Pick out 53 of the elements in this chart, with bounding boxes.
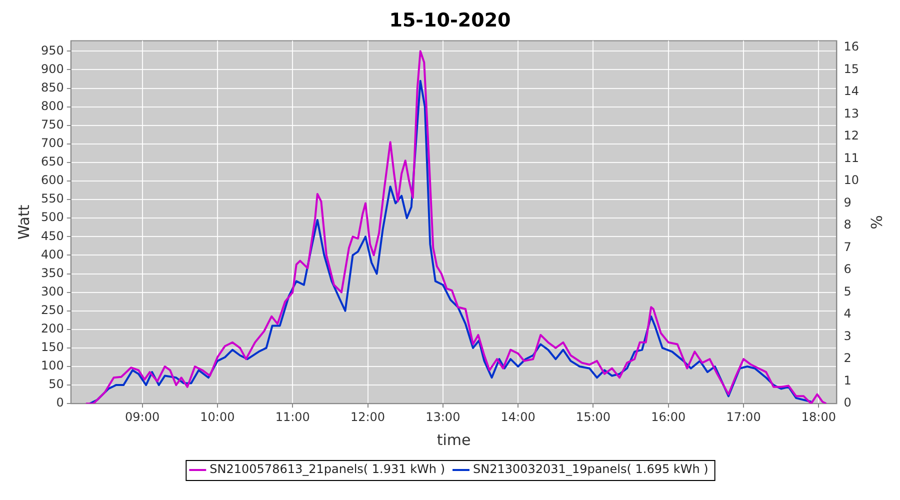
y-tick-label: 900 bbox=[41, 62, 64, 76]
y-tick-label: 600 bbox=[41, 173, 64, 188]
y2-tick-label: 16 bbox=[844, 40, 860, 54]
y2-tick-label: 15 bbox=[844, 62, 860, 76]
x-tick-label: 13:00 bbox=[426, 410, 460, 424]
x-axis-title: time bbox=[436, 430, 471, 449]
chart-title: 15-10-2020 bbox=[389, 9, 511, 32]
legend-label: SN2130032031_19panels( 1.695 kWh ) bbox=[473, 462, 708, 476]
y-tick-label: 800 bbox=[41, 98, 64, 113]
y2-tick-label: 5 bbox=[844, 284, 852, 298]
x-tick-label: 18:00 bbox=[801, 410, 836, 424]
y-tick-label: 950 bbox=[41, 43, 64, 58]
y2-tick-label: 10 bbox=[844, 173, 860, 188]
y-tick-label: 100 bbox=[41, 358, 64, 373]
x-tick-label: 17:00 bbox=[726, 410, 761, 424]
y-tick-label: 50 bbox=[48, 377, 64, 392]
y2-tick-label: 9 bbox=[844, 195, 852, 210]
y-tick-label: 0 bbox=[56, 396, 64, 410]
y-tick-label: 550 bbox=[41, 192, 64, 206]
y2-tick-label: 4 bbox=[844, 306, 852, 321]
y-tick-label: 500 bbox=[41, 210, 64, 224]
y2-tick-label: 8 bbox=[844, 218, 852, 232]
y-tick-label: 200 bbox=[41, 322, 64, 336]
x-tick-label: 09:00 bbox=[125, 410, 160, 424]
y-tick-label: 450 bbox=[41, 228, 64, 243]
y2-tick-label: 2 bbox=[844, 351, 852, 366]
y-tick-label: 850 bbox=[41, 80, 64, 94]
x-tick-label: 12:00 bbox=[350, 410, 386, 424]
y-tick-label: 150 bbox=[41, 340, 64, 354]
legend-label: SN2100578613_21panels( 1.931 kWh ) bbox=[210, 462, 446, 476]
y2-axis-title: % bbox=[867, 215, 886, 230]
y2-tick-label: 12 bbox=[844, 128, 860, 143]
x-tick-label: 14:00 bbox=[500, 410, 536, 424]
y2-tick-label: 3 bbox=[844, 328, 852, 343]
y2-tick-label: 1 bbox=[844, 373, 852, 388]
x-tick-label: 10:00 bbox=[200, 410, 235, 424]
y-tick-label: 400 bbox=[41, 247, 64, 262]
x-tick-label: 16:00 bbox=[651, 410, 686, 424]
y2-tick-label: 13 bbox=[844, 106, 860, 120]
y2-tick-label: 14 bbox=[844, 84, 860, 98]
y2-tick-label: 0 bbox=[844, 396, 852, 410]
y-tick-label: 250 bbox=[41, 302, 64, 317]
y-tick-label: 750 bbox=[41, 118, 64, 132]
y2-tick-label: 7 bbox=[844, 240, 852, 254]
y2-tick-label: 6 bbox=[844, 262, 852, 276]
y-tick-label: 300 bbox=[41, 284, 64, 298]
y2-tick-label: 11 bbox=[844, 150, 860, 165]
x-tick-label: 11:00 bbox=[275, 410, 310, 424]
y-tick-label: 650 bbox=[41, 154, 64, 169]
y-axis-title: Watt bbox=[14, 204, 33, 240]
y-tick-label: 350 bbox=[41, 266, 64, 280]
y-tick-label: 700 bbox=[41, 136, 64, 150]
x-tick-label: 15:00 bbox=[576, 410, 611, 424]
